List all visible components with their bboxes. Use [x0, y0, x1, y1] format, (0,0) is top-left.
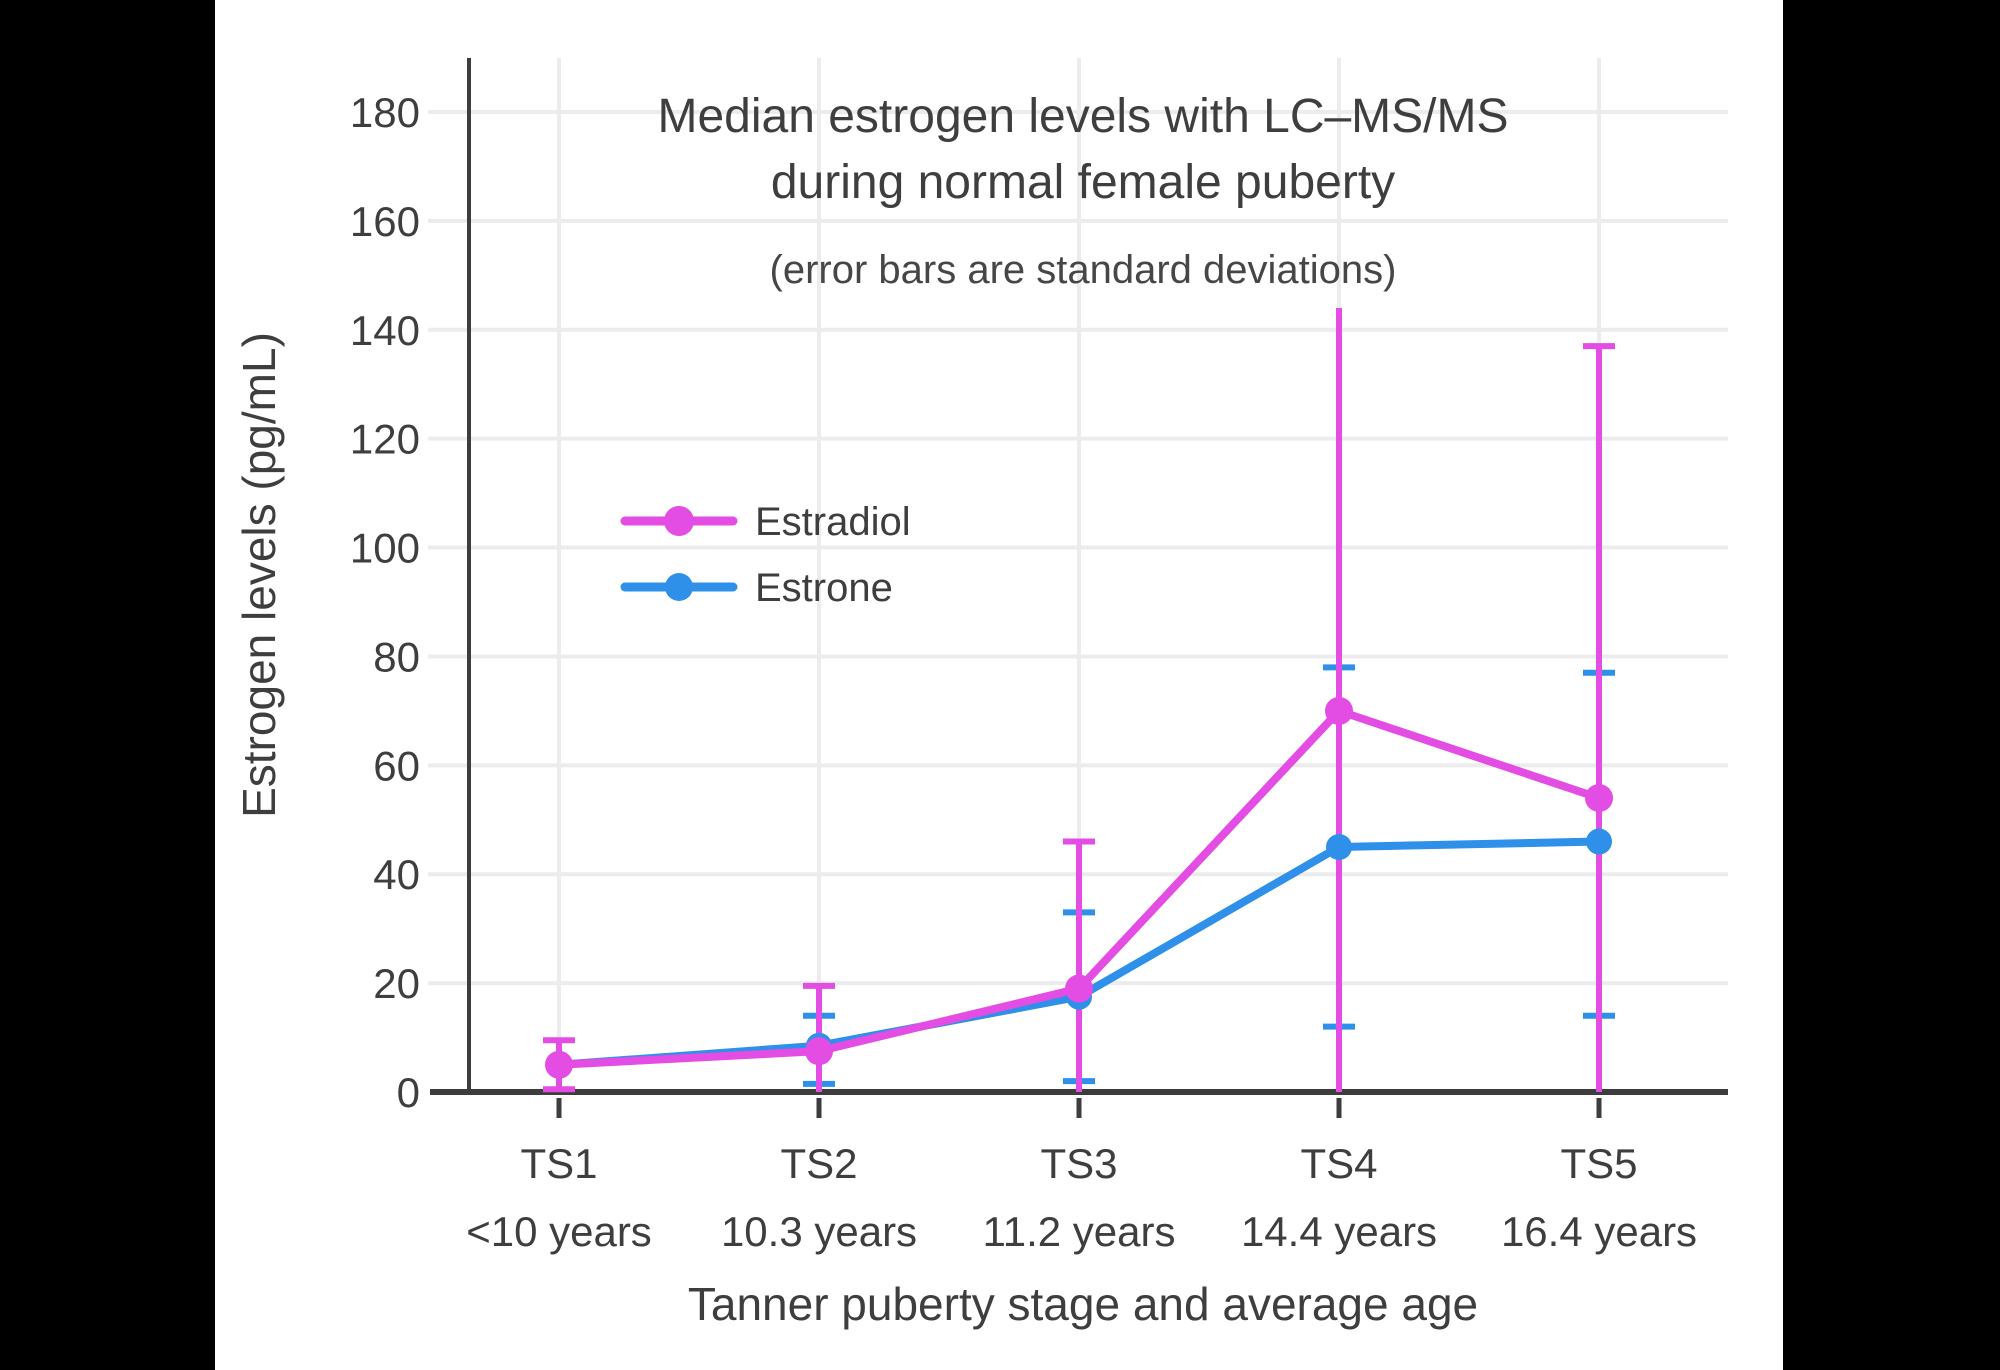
y-tick-label: 60: [373, 742, 420, 789]
legend-marker-estradiol: [664, 506, 694, 536]
chart-layers: 0 20 40 60 80 100 120 140 160 180 TS1 TS2 TS3 TS4 TS5 <…: [350, 58, 1728, 1255]
x-category-label: TS3: [1040, 1140, 1117, 1187]
y-tick-label: 160: [350, 198, 420, 245]
x-axis-title: Tanner puberty stage and average age: [688, 1278, 1478, 1330]
x-category-label: TS4: [1300, 1140, 1377, 1187]
x-age-label: 10.3 years: [721, 1208, 917, 1255]
y-axis-title: Estrogen levels (pg/mL): [233, 332, 285, 818]
y-tick-label: 140: [350, 307, 420, 354]
data-point-estrone: [1586, 828, 1612, 855]
y-tick-label: 0: [397, 1069, 420, 1116]
y-tick-label: 80: [373, 633, 420, 680]
markers-estradiol: [545, 696, 1613, 1079]
y-tick-label: 20: [373, 960, 420, 1007]
x-category-label: TS2: [780, 1140, 857, 1187]
chart-subtitle: (error bars are standard deviations): [770, 248, 1397, 292]
x-category-label: TS5: [1560, 1140, 1637, 1187]
y-tick-label: 40: [373, 851, 420, 898]
chart-canvas: 0 20 40 60 80 100 120 140 160 180 TS1 TS2 TS3 TS4 TS5 <…: [215, 0, 1783, 1370]
y-tick-label: 100: [350, 525, 420, 572]
legend-item-estradiol: Estradiol: [620, 500, 911, 544]
y-tick-label: 120: [350, 416, 420, 463]
data-point-estrone: [1326, 834, 1352, 861]
chart-title-line1: Median estrogen levels with LC–MS/MS: [657, 90, 1508, 143]
legend-label-estrone: Estrone: [755, 566, 893, 610]
legend: Estradiol Estrone: [620, 500, 911, 610]
data-point-estradiol: [805, 1037, 833, 1066]
estrogen-chart: 0 20 40 60 80 100 120 140 160 180 TS1 TS2 TS3 TS4 TS5 <…: [233, 58, 1728, 1330]
data-point-estradiol: [545, 1050, 573, 1079]
x-category-label: TS1: [520, 1140, 597, 1187]
x-age-label: <10 years: [466, 1208, 652, 1255]
x-age-label: 14.4 years: [1241, 1208, 1437, 1255]
data-point-estradiol: [1585, 784, 1613, 813]
legend-label-estradiol: Estradiol: [755, 500, 911, 544]
tick-labels: 0 20 40 60 80 100 120 140 160 180 TS1 TS2 TS3 TS4 TS5 <…: [350, 89, 1697, 1255]
y-tick-label: 180: [350, 89, 420, 136]
legend-marker-estrone: [665, 573, 693, 601]
data-point-estradiol: [1065, 974, 1093, 1003]
chart-title-line2: during normal female puberty: [771, 156, 1395, 209]
data-point-estradiol: [1325, 696, 1353, 725]
x-age-label: 16.4 years: [1501, 1208, 1697, 1255]
legend-item-estrone: Estrone: [620, 566, 893, 610]
x-age-label: 11.2 years: [983, 1208, 1176, 1255]
